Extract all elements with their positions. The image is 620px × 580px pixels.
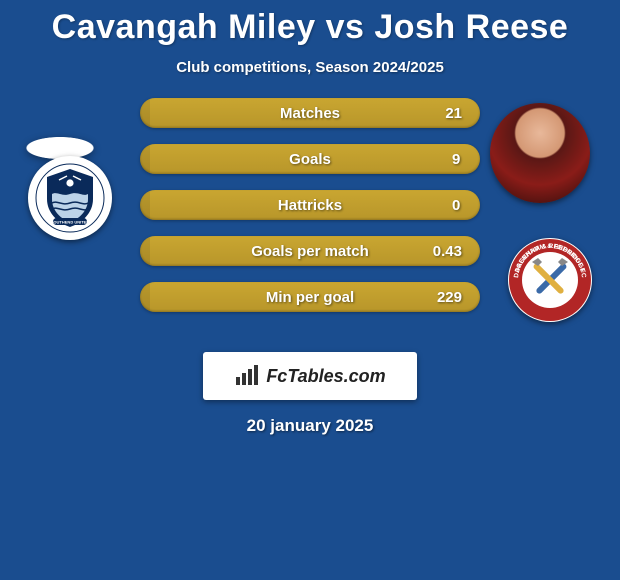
svg-text:SOUTHEND UNITED: SOUTHEND UNITED (51, 220, 90, 225)
competition-subtitle: Club competitions, Season 2024/2025 (0, 59, 620, 76)
stat-row-hattricks: Hattricks 0 (140, 190, 480, 220)
player-left-club-badge: SOUTHEND UNITED (28, 156, 112, 240)
stat-right-value: 229 (437, 289, 462, 306)
southend-badge-icon: SOUTHEND UNITED (35, 163, 105, 233)
stat-right-value: 0.43 (433, 243, 462, 260)
stat-label: Min per goal (140, 289, 480, 306)
stat-label: Goals (140, 151, 480, 168)
stat-label: Hattricks (140, 197, 480, 214)
dagenham-badge-icon: DAGENHAM & REDBRIDGE DAGENHAM & REDBRIDG… (508, 238, 592, 322)
stat-rows: Matches 21 Goals 9 Hattricks 0 Goals per… (140, 98, 480, 328)
stat-row-min-per-goal: Min per goal 229 (140, 282, 480, 312)
page-title: Cavangah Miley vs Josh Reese (0, 0, 620, 47)
stats-area: SOUTHEND UNITED DAGENHAM & REDBRIDGE DAG… (0, 98, 620, 338)
stat-label: Matches (140, 105, 480, 122)
stat-right-value: 9 (452, 151, 462, 168)
site-badge: FcTables.com (203, 352, 417, 400)
site-name: FcTables.com (266, 366, 385, 387)
player-right-avatar (490, 103, 590, 203)
stat-right-value: 21 (445, 105, 462, 122)
stat-label: Goals per match (140, 243, 480, 260)
stat-row-goals-per-match: Goals per match 0.43 (140, 236, 480, 266)
stat-row-goals: Goals 9 (140, 144, 480, 174)
stat-right-value: 0 (452, 197, 462, 214)
bars-icon (234, 365, 260, 387)
player-right-club-badge: DAGENHAM & REDBRIDGE DAGENHAM & REDBRIDG… (508, 238, 592, 322)
stat-row-matches: Matches 21 (140, 98, 480, 128)
snapshot-date: 20 january 2025 (0, 416, 620, 436)
